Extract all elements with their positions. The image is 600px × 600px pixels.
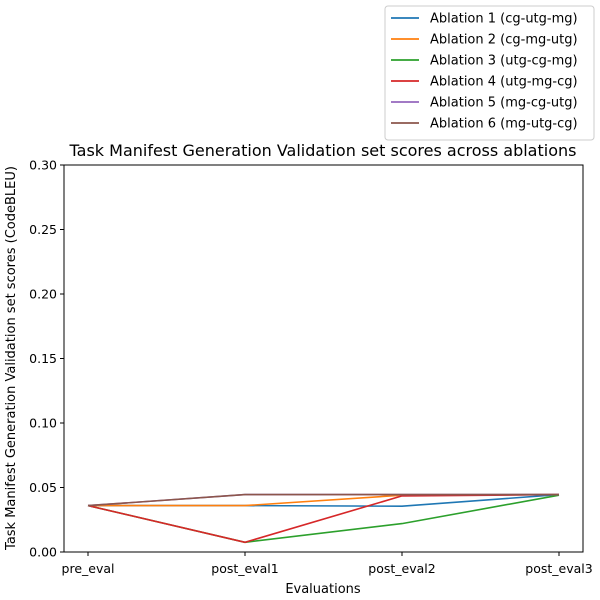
x-tick-label: post_eval1 (211, 561, 278, 576)
legend-item-4[interactable]: Ablation 4 (utg-mg-cg) (391, 75, 578, 90)
y-tick-label: 0.25 (29, 222, 57, 237)
x-axis: pre_eval post_eval1 post_eval2 post_eval3 (62, 552, 593, 576)
x-axis-label: Evaluations (285, 582, 361, 597)
y-tick-label: 0.10 (29, 416, 57, 431)
legend-box (384, 5, 595, 141)
legend-item-5[interactable]: Ablation 5 (mg-cg-utg) (391, 96, 578, 111)
chart-title: Task Manifest Generation Validation set … (69, 141, 577, 160)
legend-label: Ablation 6 (mg-utg-cg) (430, 117, 578, 132)
series-lines (87, 493, 560, 544)
legend-label: Ablation 5 (mg-cg-utg) (430, 96, 578, 111)
legend-label: Ablation 2 (cg-mg-utg) (430, 33, 578, 48)
y-tick-label: 0.05 (29, 480, 57, 495)
legend-label: Ablation 1 (cg-utg-mg) (430, 12, 578, 27)
x-tick-label: post_eval2 (368, 561, 435, 576)
x-tick-label: pre_eval (62, 561, 115, 576)
legend-label: Ablation 4 (utg-mg-cg) (430, 75, 578, 90)
legend-item-1[interactable]: Ablation 1 (cg-utg-mg) (391, 12, 578, 27)
legend-label: Ablation 3 (utg-cg-mg) (430, 54, 578, 69)
legend-item-3[interactable]: Ablation 3 (utg-cg-mg) (391, 54, 578, 69)
y-tick-label: 0.20 (29, 287, 57, 302)
y-tick-label: 0.30 (29, 158, 57, 173)
y-tick-label: 0.15 (29, 351, 57, 366)
legend-item-6[interactable]: Ablation 6 (mg-utg-cg) (391, 117, 578, 132)
legend-item-2[interactable]: Ablation 2 (cg-mg-utg) (391, 33, 578, 48)
legend[interactable]: Ablation 1 (cg-utg-mg) Ablation 2 (cg-mg-… (384, 5, 595, 141)
series-line-6 (87, 493, 559, 507)
y-axis-label: Task Manifest Generation Validation set … (4, 166, 19, 551)
y-tick-label: 0.00 (29, 545, 57, 560)
x-tick-label: post_eval3 (525, 561, 592, 576)
y-axis: 0.00 0.05 0.10 0.15 0.20 0.25 0.30 (29, 158, 64, 560)
